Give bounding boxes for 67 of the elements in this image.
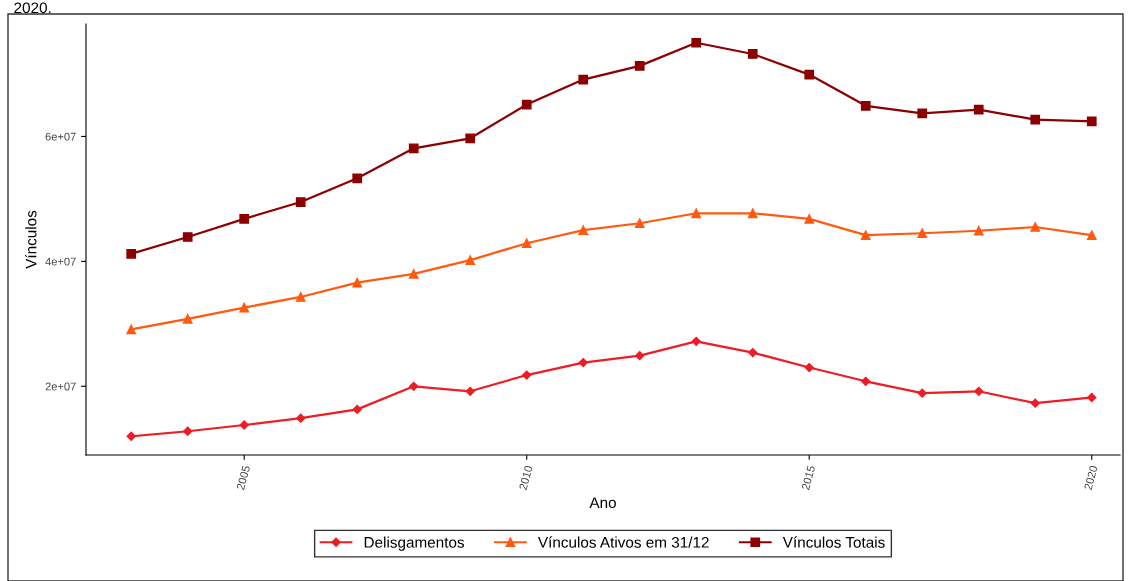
point [296, 413, 306, 423]
y-tick-label: 2e+07 [45, 382, 76, 391]
point [804, 362, 814, 373]
point [578, 225, 589, 235]
x-axis-title: Ano [589, 497, 616, 509]
point [917, 228, 928, 239]
point [973, 225, 984, 236]
point [691, 37, 702, 48]
x-tick-label: 2015 [801, 465, 816, 491]
point [804, 214, 815, 224]
point [182, 313, 193, 324]
point [1030, 114, 1041, 125]
point [182, 232, 193, 242]
point [974, 386, 984, 396]
point [521, 99, 532, 110]
point [465, 386, 475, 396]
point [917, 108, 928, 119]
x-tick-label: 2020 [1083, 465, 1098, 491]
point [126, 431, 136, 441]
point [634, 60, 645, 71]
y-tick-label: 4e+07 [45, 257, 76, 266]
point [521, 238, 532, 249]
text: 2020. [14, 2, 51, 14]
point [126, 324, 137, 335]
point [973, 104, 984, 115]
x-tick-label: 2010 [518, 465, 533, 491]
point [239, 302, 250, 313]
point [804, 69, 815, 80]
y-axis-title: Vínculos [25, 210, 37, 269]
point [1030, 222, 1041, 232]
point [239, 420, 249, 430]
point [295, 292, 306, 302]
point [126, 249, 137, 259]
point [860, 100, 871, 111]
point [578, 357, 588, 368]
point [1086, 116, 1097, 127]
point [747, 49, 758, 59]
point [634, 218, 645, 229]
point [295, 197, 306, 207]
point [747, 208, 758, 219]
point [748, 347, 758, 358]
point [1030, 398, 1040, 408]
point [635, 351, 645, 361]
y-tick-label: 6e+07 [45, 132, 76, 141]
point [917, 388, 927, 398]
point [465, 255, 476, 265]
point [408, 143, 419, 154]
point [183, 426, 193, 436]
legend-label: Vínculos Totais [782, 536, 885, 548]
point [691, 208, 702, 219]
point [352, 277, 363, 288]
legend-label: Vínculos Ativos em 31/12 [537, 536, 709, 548]
point [352, 173, 363, 184]
point [408, 268, 419, 279]
point [860, 230, 871, 240]
point [239, 214, 250, 224]
point [465, 133, 476, 144]
point [578, 74, 589, 85]
x-tick-label: 2005 [236, 465, 251, 491]
point [1087, 392, 1097, 403]
point [409, 381, 419, 391]
point [691, 336, 701, 346]
legend-label: Delisgamentos [364, 536, 465, 551]
point [522, 370, 532, 380]
point [1086, 230, 1097, 240]
point [352, 404, 362, 415]
point [861, 376, 871, 386]
